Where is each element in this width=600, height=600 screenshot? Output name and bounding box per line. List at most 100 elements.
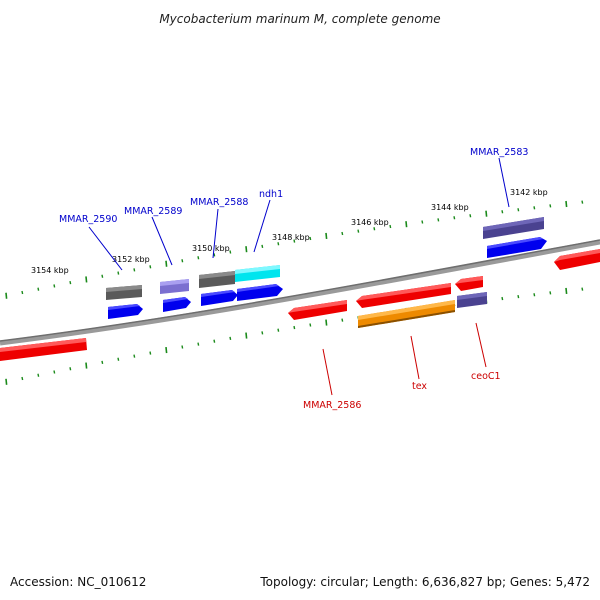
lower-track-major-tick — [565, 287, 568, 295]
genome-backbone-highlight — [0, 239, 600, 342]
lower-track-minor-tick — [69, 367, 72, 371]
gene-label-tex[interactable]: tex — [412, 381, 427, 392]
callout-line-mmar-2583 — [498, 157, 510, 208]
upper-track-minor-tick — [421, 220, 424, 224]
upper-track-major-tick — [565, 200, 568, 208]
lower-track-minor-tick — [261, 331, 264, 335]
feature-mmar-2583-box[interactable] — [483, 217, 544, 239]
genome-summary-text: Topology: circular; Length: 6,636,827 bp… — [259, 575, 590, 589]
upper-track-minor-tick — [21, 290, 24, 295]
upper-track-major-tick — [245, 246, 248, 253]
feature-tex-red-arrow[interactable] — [356, 283, 451, 308]
lower-track-minor-tick — [309, 323, 312, 327]
feature-mmar-2588-box[interactable] — [199, 271, 235, 288]
upper-tick-track — [5, 200, 584, 299]
lower-track-minor-tick — [229, 336, 232, 340]
feature-mmar-2589-arrow[interactable] — [163, 297, 191, 312]
scale-label-3152: 3152 kbp — [112, 255, 150, 264]
upper-track-minor-tick — [53, 284, 56, 288]
feature-mmar-2588-arrow[interactable] — [201, 290, 238, 306]
feature-mmar-2590-box[interactable] — [106, 285, 142, 300]
feature-small-red-arrow[interactable] — [455, 276, 483, 291]
feature-ndh1-arrow[interactable] — [237, 284, 283, 301]
callout-line-mmar-2589 — [151, 216, 173, 266]
upper-track-major-tick — [405, 221, 408, 228]
upper-track-minor-tick — [517, 208, 520, 212]
upper-track-minor-tick — [469, 214, 472, 218]
gene-label-ceoc1[interactable]: ceoC1 — [471, 371, 501, 382]
upper-track-minor-tick — [341, 231, 344, 236]
genome-backbone — [0, 239, 600, 346]
upper-track-minor-tick — [229, 250, 232, 254]
lower-track-minor-tick — [197, 342, 200, 346]
lower-track-minor-tick — [37, 373, 40, 377]
callout-line-mmar-2588 — [212, 208, 219, 259]
map-title: Mycobacterium marinum M, complete genome — [159, 12, 440, 26]
feature-mmar-2590-arrow[interactable] — [108, 304, 143, 319]
feature-left-red-arrow[interactable] — [0, 338, 87, 361]
lower-track-minor-tick — [533, 293, 536, 297]
lower-track-minor-tick — [501, 296, 504, 301]
gene-label-mmar-2583[interactable]: MMAR_2583 — [470, 147, 528, 158]
feature-mmar-2586-arrow[interactable] — [288, 300, 347, 320]
upper-track-minor-tick — [437, 218, 440, 222]
lower-track-minor-tick — [149, 351, 152, 355]
accession-text: Accession: NC_010612 — [10, 575, 146, 589]
lower-track-major-tick — [245, 332, 248, 339]
upper-track-minor-tick — [373, 227, 376, 231]
callout-line-mmar-2590 — [88, 226, 123, 271]
upper-track-minor-tick — [309, 236, 312, 241]
lower-track-minor-tick — [53, 370, 56, 374]
upper-track-minor-tick — [533, 206, 536, 210]
lower-track-minor-tick — [341, 318, 344, 322]
feature-mmar-2589-box[interactable] — [160, 279, 189, 294]
lower-track-minor-tick — [101, 360, 104, 365]
feature-right-red-arrow[interactable] — [554, 249, 600, 270]
lower-track-minor-tick — [277, 328, 280, 332]
lower-track-minor-tick — [117, 357, 120, 361]
upper-track-minor-tick — [277, 242, 280, 246]
scale-label-3154: 3154 kbp — [31, 266, 69, 275]
gene-label-mmar-2590[interactable]: MMAR_2590 — [59, 214, 117, 225]
gene-label-mmar-2589[interactable]: MMAR_2589 — [124, 206, 182, 217]
lower-track-minor-tick — [549, 291, 552, 295]
upper-track-minor-tick — [357, 229, 360, 233]
lower-track-major-tick — [85, 362, 88, 369]
gene-label-mmar-2586[interactable]: MMAR_2586 — [303, 400, 361, 411]
scale-label-3142: 3142 kbp — [510, 188, 548, 197]
callout-line-ndh1 — [253, 199, 271, 253]
lower-track-major-tick — [5, 378, 8, 385]
scale-label-3148: 3148 kbp — [272, 233, 310, 242]
lower-track-major-tick — [165, 346, 168, 354]
feature-ceoc1-box[interactable] — [457, 292, 487, 308]
upper-track-major-tick — [325, 232, 328, 240]
lower-track-minor-tick — [133, 354, 136, 358]
upper-track-minor-tick — [149, 265, 152, 269]
upper-track-minor-tick — [581, 200, 584, 204]
upper-track-major-tick — [5, 292, 8, 299]
upper-track-major-tick — [165, 260, 168, 267]
upper-track-minor-tick — [293, 239, 296, 243]
callout-line-tex — [410, 335, 420, 380]
feature-tex-box[interactable] — [358, 300, 455, 328]
upper-track-minor-tick — [213, 253, 216, 257]
upper-track-minor-tick — [69, 281, 72, 285]
upper-track-minor-tick — [453, 216, 456, 220]
upper-track-minor-tick — [549, 204, 552, 208]
scale-label-3146: 3146 kbp — [351, 218, 389, 227]
upper-track-minor-tick — [181, 259, 184, 263]
feature-mmar-2583-arrow[interactable] — [487, 237, 547, 258]
callout-line-ceoc1 — [475, 322, 487, 368]
callout-line-mmar-2586 — [322, 348, 333, 396]
upper-track-major-tick — [85, 276, 88, 283]
scale-label-3144: 3144 kbp — [431, 203, 469, 212]
upper-track-minor-tick — [101, 274, 104, 278]
upper-track-minor-tick — [261, 244, 264, 249]
gene-label-ndh1[interactable]: ndh1 — [259, 189, 283, 200]
lower-track-minor-tick — [213, 339, 216, 343]
gene-label-mmar-2588[interactable]: MMAR_2588 — [190, 197, 248, 208]
upper-track-minor-tick — [133, 268, 136, 272]
feature-ndh1-box[interactable] — [235, 265, 280, 282]
